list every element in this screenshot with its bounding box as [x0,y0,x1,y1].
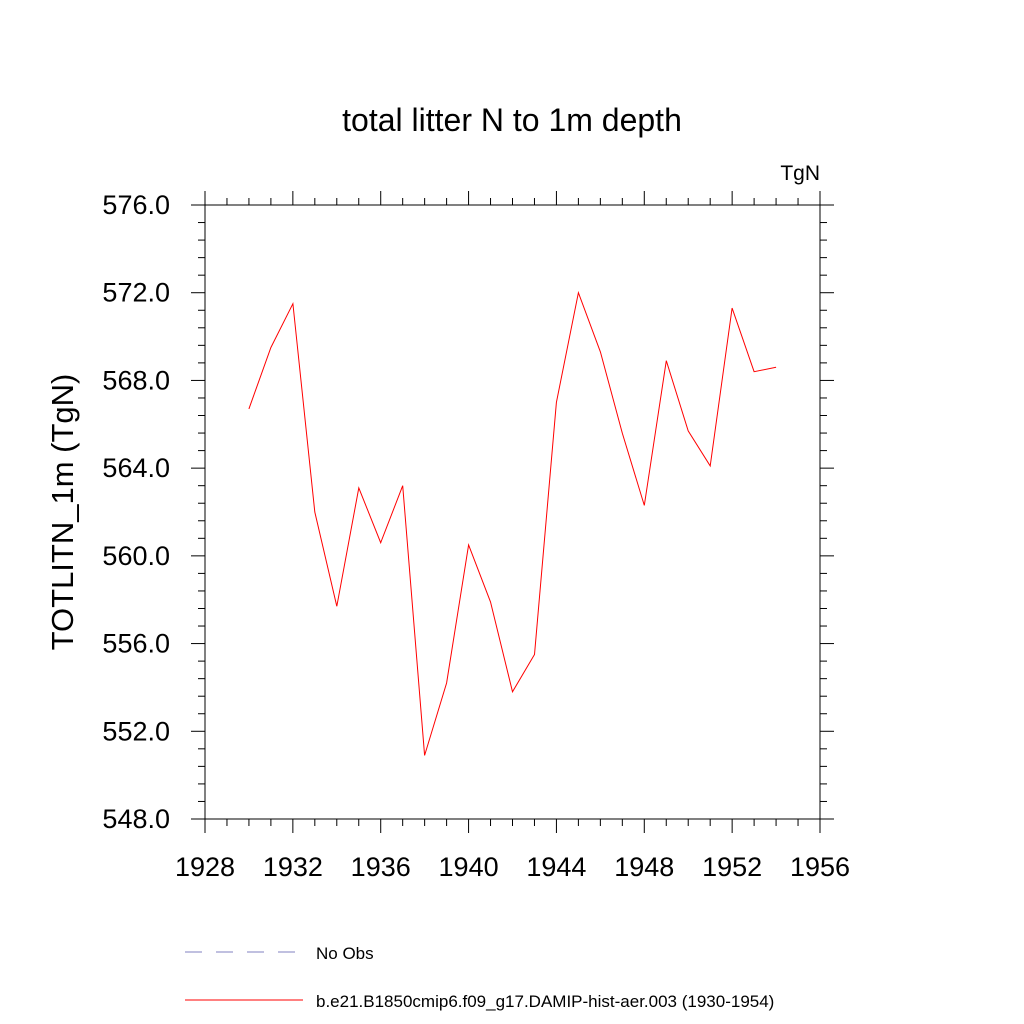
y-tick-label: 572.0 [102,278,170,308]
plot-frame [204,204,821,820]
units-label: TgN [780,162,820,185]
chart-title: total litter N to 1m depth [342,102,682,138]
x-tick-label: 1956 [790,852,850,882]
x-tick-label: 1936 [351,852,411,882]
y-tick-label: 564.0 [102,453,170,483]
legend-label-model: b.e21.B1850cmip6.f09_g17.DAMIP-hist-aer.… [316,992,774,1011]
series-layer [248,290,777,756]
legend-label-no-obs: No Obs [316,944,374,963]
x-tick-label: 1932 [263,852,323,882]
legend: No Obs b.e21.B1850cmip6.f09_g17.DAMIP-hi… [185,944,774,1011]
x-tick-label: 1948 [614,852,674,882]
y-tick-label: 556.0 [102,629,170,659]
y-tick-label: 552.0 [102,716,170,746]
x-tick-label: 1928 [175,852,235,882]
series-line [248,290,777,756]
axis-ticks: 1928 1932 1936 1940 1944 1948 1952 1956 548.0 552… [102,190,850,882]
y-tick-label: 548.0 [102,804,170,834]
y-tick-label: 560.0 [102,541,170,571]
y-tick-label: 568.0 [102,365,170,395]
x-tick-label: 1944 [526,852,586,882]
x-tick-label: 1952 [702,852,762,882]
y-axis-label: TOTLITN_1m (TgN) [45,374,80,651]
y-tick-label: 576.0 [102,190,170,220]
x-tick-label: 1940 [439,852,499,882]
